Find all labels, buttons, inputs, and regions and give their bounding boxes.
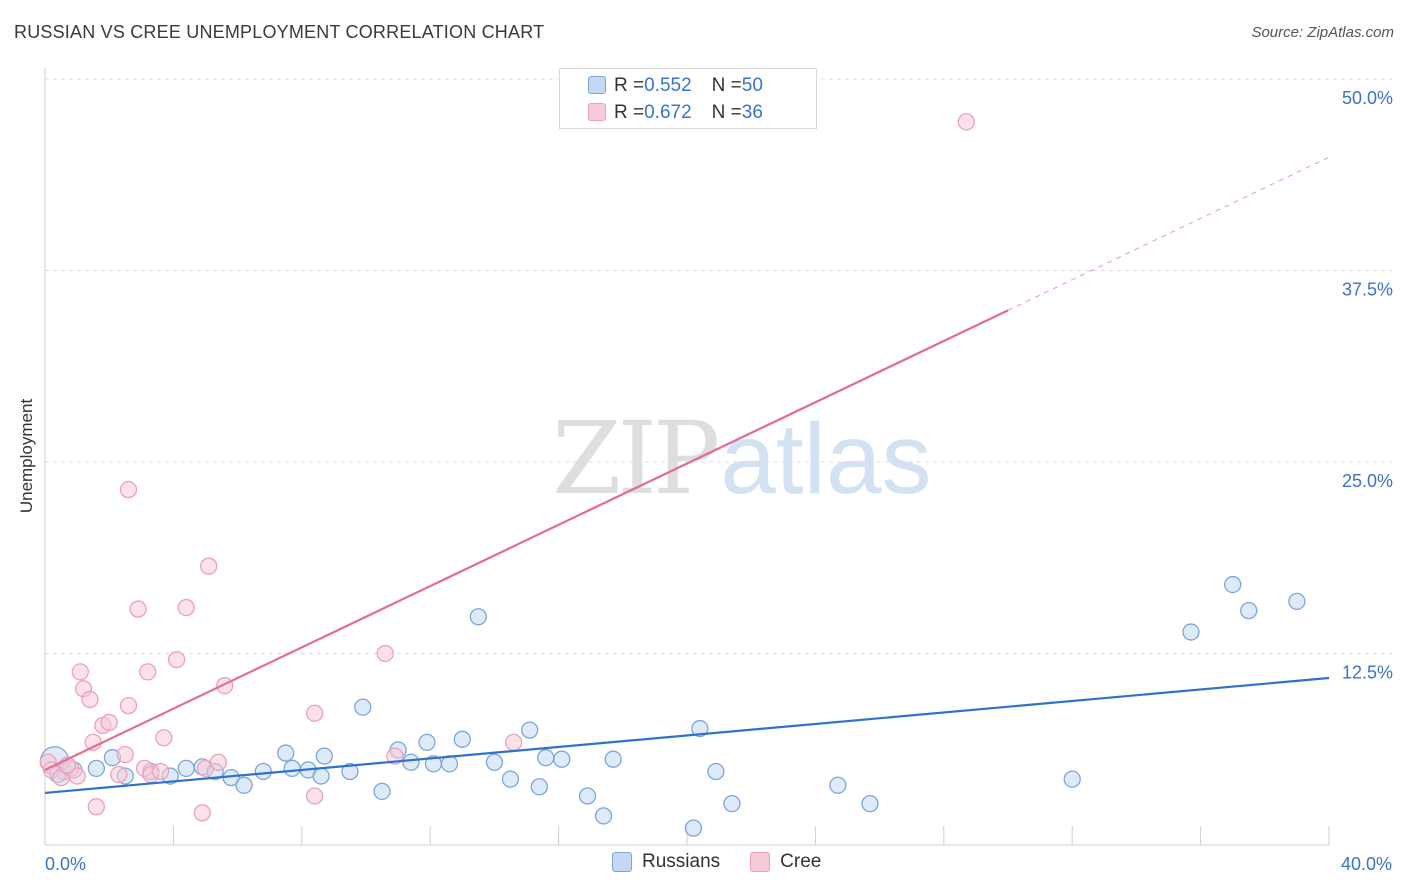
point-cree (119, 480, 138, 499)
point-russians (684, 819, 703, 837)
n-label: N = (711, 102, 742, 123)
tick-labels: 12.5% 25.0% 37.5% 50.0% 0.0% 40.0% (45, 88, 1393, 874)
point-cree (305, 787, 324, 805)
legend-row-cree: R = 0.672 N = 36 (588, 101, 763, 125)
n-value: 36 (741, 102, 763, 123)
point-russians (1224, 575, 1242, 594)
trend-line-cree (44, 309, 1009, 771)
point-russians (707, 762, 725, 781)
point-russians (254, 762, 272, 781)
trend-line-dashed-cree (1007, 156, 1330, 311)
point-russians (354, 698, 372, 716)
point-cree (81, 690, 99, 709)
point-russians (530, 778, 548, 796)
point-russians (341, 762, 359, 781)
y-tick-label: 37.5% (1342, 280, 1393, 300)
watermark-atlas: atlas (720, 403, 932, 515)
point-russians (315, 747, 333, 765)
point-russians (829, 776, 847, 794)
point-cree (119, 696, 138, 715)
point-cree (129, 600, 147, 618)
data-points (39, 113, 1306, 837)
point-russians (604, 750, 622, 768)
point-russians (402, 753, 420, 771)
source-label: Source: ZipAtlas.com (1251, 24, 1394, 41)
point-cree (167, 650, 186, 669)
point-cree (209, 753, 227, 771)
point-cree (193, 804, 211, 822)
legend-row-russians: R = 0.552 N = 50 (588, 74, 763, 98)
point-cree (139, 663, 157, 681)
point-russians (1288, 592, 1306, 611)
point-cree (151, 762, 170, 781)
point-russians (861, 794, 879, 813)
legend-item-cree: Cree (750, 851, 821, 873)
watermark-zip: ZIP (552, 400, 720, 517)
r-value: 0.552 (644, 75, 692, 96)
y-tick-label: 25.0% (1342, 471, 1393, 491)
point-russians (469, 608, 488, 626)
series-legend: Russians Cree (612, 851, 851, 873)
point-russians (521, 721, 539, 739)
correlation-legend: R = 0.552 N = 50 R = 0.672 N = 36 (559, 68, 817, 129)
point-russians (283, 759, 301, 778)
point-cree (100, 713, 118, 732)
n-value: 50 (741, 75, 763, 96)
trend-lines (44, 156, 1330, 795)
watermark: ZIPatlas (552, 400, 932, 517)
y-tick-label: 50.0% (1342, 88, 1393, 108)
point-russians (453, 730, 471, 748)
point-russians (553, 750, 571, 768)
point-cree (505, 733, 523, 752)
legend-label-cree: Cree (780, 851, 822, 872)
point-cree (957, 113, 975, 131)
point-russians (1182, 623, 1200, 641)
x-tick-label: 0.0% (45, 854, 86, 874)
point-russians (501, 770, 520, 788)
legend-item-russians: Russians (612, 851, 720, 873)
y-tick-label: 12.5% (1342, 663, 1393, 683)
point-russians (177, 759, 195, 778)
x-tick-label: 40.0% (1341, 854, 1392, 874)
n-label: N = (711, 75, 742, 96)
point-russians (594, 807, 613, 825)
r-value: 0.672 (644, 102, 692, 123)
point-russians (691, 719, 709, 738)
chart-title: RUSSIAN VS CREE UNEMPLOYMENT CORRELATION… (14, 22, 545, 42)
russians-swatch (588, 76, 606, 94)
cree-swatch (588, 103, 606, 121)
r-label: R = (614, 102, 645, 123)
point-russians (485, 753, 504, 771)
point-russians (87, 759, 106, 778)
point-russians (418, 733, 436, 752)
point-russians (277, 744, 295, 762)
legend-label-russians: Russians (642, 851, 721, 872)
point-cree (68, 767, 86, 785)
point-cree (87, 798, 106, 816)
russians-legend-swatch (612, 852, 632, 872)
point-cree (177, 598, 195, 617)
point-russians (578, 787, 597, 805)
point-cree (71, 663, 89, 681)
cree-legend-swatch (750, 852, 771, 872)
point-russians (723, 794, 741, 813)
point-cree (376, 644, 394, 663)
point-russians (235, 776, 253, 794)
trend-line-russians (44, 676, 1330, 795)
point-russians (537, 749, 555, 767)
grid-lines (45, 78, 1392, 654)
point-cree (110, 765, 128, 784)
point-russians (373, 782, 391, 801)
point-cree (116, 745, 134, 764)
point-russians (312, 767, 330, 785)
point-russians (1063, 770, 1081, 788)
point-cree (305, 704, 324, 722)
point-russians (1240, 601, 1258, 620)
point-cree (200, 557, 218, 575)
axes (44, 68, 1330, 846)
r-label: R = (614, 75, 645, 96)
point-cree (155, 729, 173, 747)
